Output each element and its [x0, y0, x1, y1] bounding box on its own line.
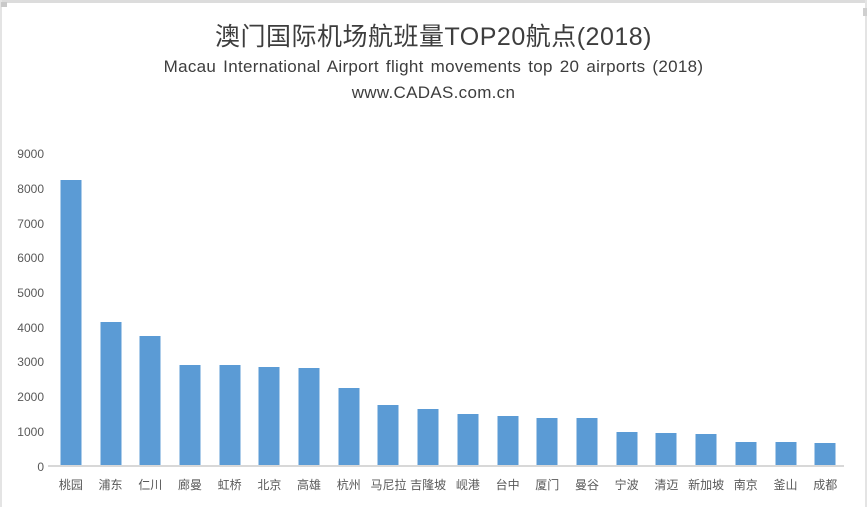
x-axis-label: 廊曼: [177, 478, 202, 492]
chart-subtitle: Macau International Airport flight movem…: [163, 57, 704, 76]
bar-column-11: 岘港: [448, 154, 488, 492]
y-axis-tick-label: 4000: [17, 320, 44, 335]
page-left-edge: [0, 0, 2, 507]
bar-13: [536, 417, 558, 466]
chart-title: 澳门国际机场航班量TOP20航点(2018): [214, 23, 652, 51]
bar-column-5: 虹桥: [210, 154, 250, 492]
x-axis-label: 吉隆坡: [410, 478, 447, 492]
y-axis-tick-label: 9000: [17, 147, 44, 162]
bar-column-9: 马尼拉: [369, 154, 409, 492]
bar-column-6: 北京: [250, 154, 290, 492]
x-axis-label: 高雄: [297, 478, 322, 492]
x-axis-label: 新加坡: [688, 478, 725, 492]
x-axis-label: 马尼拉: [370, 478, 407, 492]
x-axis-label: 厦门: [535, 478, 560, 492]
y-axis-tick-label: 5000: [17, 286, 44, 300]
bar-column-13: 厦门: [527, 154, 567, 492]
bar-column-12: 台中: [488, 154, 528, 492]
bar-column-7: 高雄: [289, 154, 329, 492]
plot-area: 桃园 浦东 仁川 廊曼 虹桥 北京 高雄 杭州 马尼拉 吉隆坡 岘港 台中 厦门 曼谷 宁波 清迈 新加坡 南京 釜…: [51, 154, 845, 492]
bar-17: [695, 433, 717, 466]
bar-column-20: 成都: [805, 154, 845, 492]
bar-column-17: 新加坡: [686, 154, 726, 492]
page-right-edge: [865, 0, 867, 507]
x-axis-label: 南京: [733, 478, 758, 492]
bar-8: [338, 388, 360, 466]
bar-column-16: 清迈: [647, 154, 687, 492]
x-axis-label: 仁川: [138, 478, 163, 492]
x-axis-line: [48, 465, 844, 467]
x-axis-label: 虹桥: [217, 478, 242, 492]
y-axis-tick-label: 7000: [17, 216, 44, 231]
bar-2: [100, 322, 122, 466]
bar-column-2: 浦东: [91, 154, 131, 492]
bar-9: [377, 405, 399, 466]
y-axis-tick-label: 3000: [17, 355, 44, 370]
bar-column-8: 杭州: [329, 154, 369, 492]
bar-7: [298, 367, 320, 466]
bar-12: [497, 416, 519, 466]
y-axis-tick-label: 1000: [17, 424, 44, 439]
bar-column-15: 宁波: [607, 154, 647, 492]
bar-3: [139, 336, 161, 466]
x-axis-label: 成都: [813, 478, 838, 492]
corner-artifact-right: [863, 8, 867, 16]
bar-6: [258, 366, 280, 466]
y-axis-tick-label: 6000: [17, 251, 44, 266]
x-axis-label: 桃园: [58, 478, 83, 492]
x-axis-label: 北京: [257, 478, 282, 492]
bar-11: [457, 414, 479, 466]
bar-column-14: 曼谷: [567, 154, 607, 492]
bar-16: [655, 432, 677, 466]
x-axis-label: 曼谷: [574, 478, 599, 492]
x-axis-label: 釜山: [773, 478, 798, 492]
x-axis-label: 岘港: [455, 478, 480, 492]
bar-column-18: 南京: [726, 154, 766, 492]
bar-column-1: 桃园: [51, 154, 91, 492]
bar-5: [219, 365, 241, 466]
bar-1: [60, 179, 82, 466]
y-axis-tick-label: 0: [37, 459, 44, 474]
bar-column-10: 吉隆坡: [408, 154, 448, 492]
x-axis-label: 杭州: [336, 478, 361, 492]
y-axis-tick-label: 8000: [17, 181, 44, 196]
x-axis-label: 浦东: [98, 478, 123, 492]
x-axis-label: 清迈: [654, 478, 679, 492]
bar-14: [576, 417, 598, 466]
y-axis-tick-label: 2000: [17, 390, 44, 405]
bar-18: [735, 441, 757, 466]
x-axis-label: 台中: [495, 478, 520, 492]
bar-15: [616, 431, 638, 466]
bar-column-19: 釜山: [766, 154, 806, 492]
corner-artifact-left: [1, 2, 7, 7]
y-axis: 0 1000 2000 3000 4000 5000 6000 7000 8000 9000: [0, 0, 46, 507]
page-top-edge: [0, 0, 867, 3]
bar-10: [417, 408, 439, 466]
bar-column-4: 廊曼: [170, 154, 210, 492]
bar-column-3: 仁川: [130, 154, 170, 492]
bar-20: [814, 442, 836, 466]
x-axis-label: 宁波: [614, 478, 639, 492]
bar-19: [775, 442, 796, 466]
watermark-url: www.CADAS.com.cn: [351, 83, 516, 102]
bar-4: [179, 364, 201, 466]
